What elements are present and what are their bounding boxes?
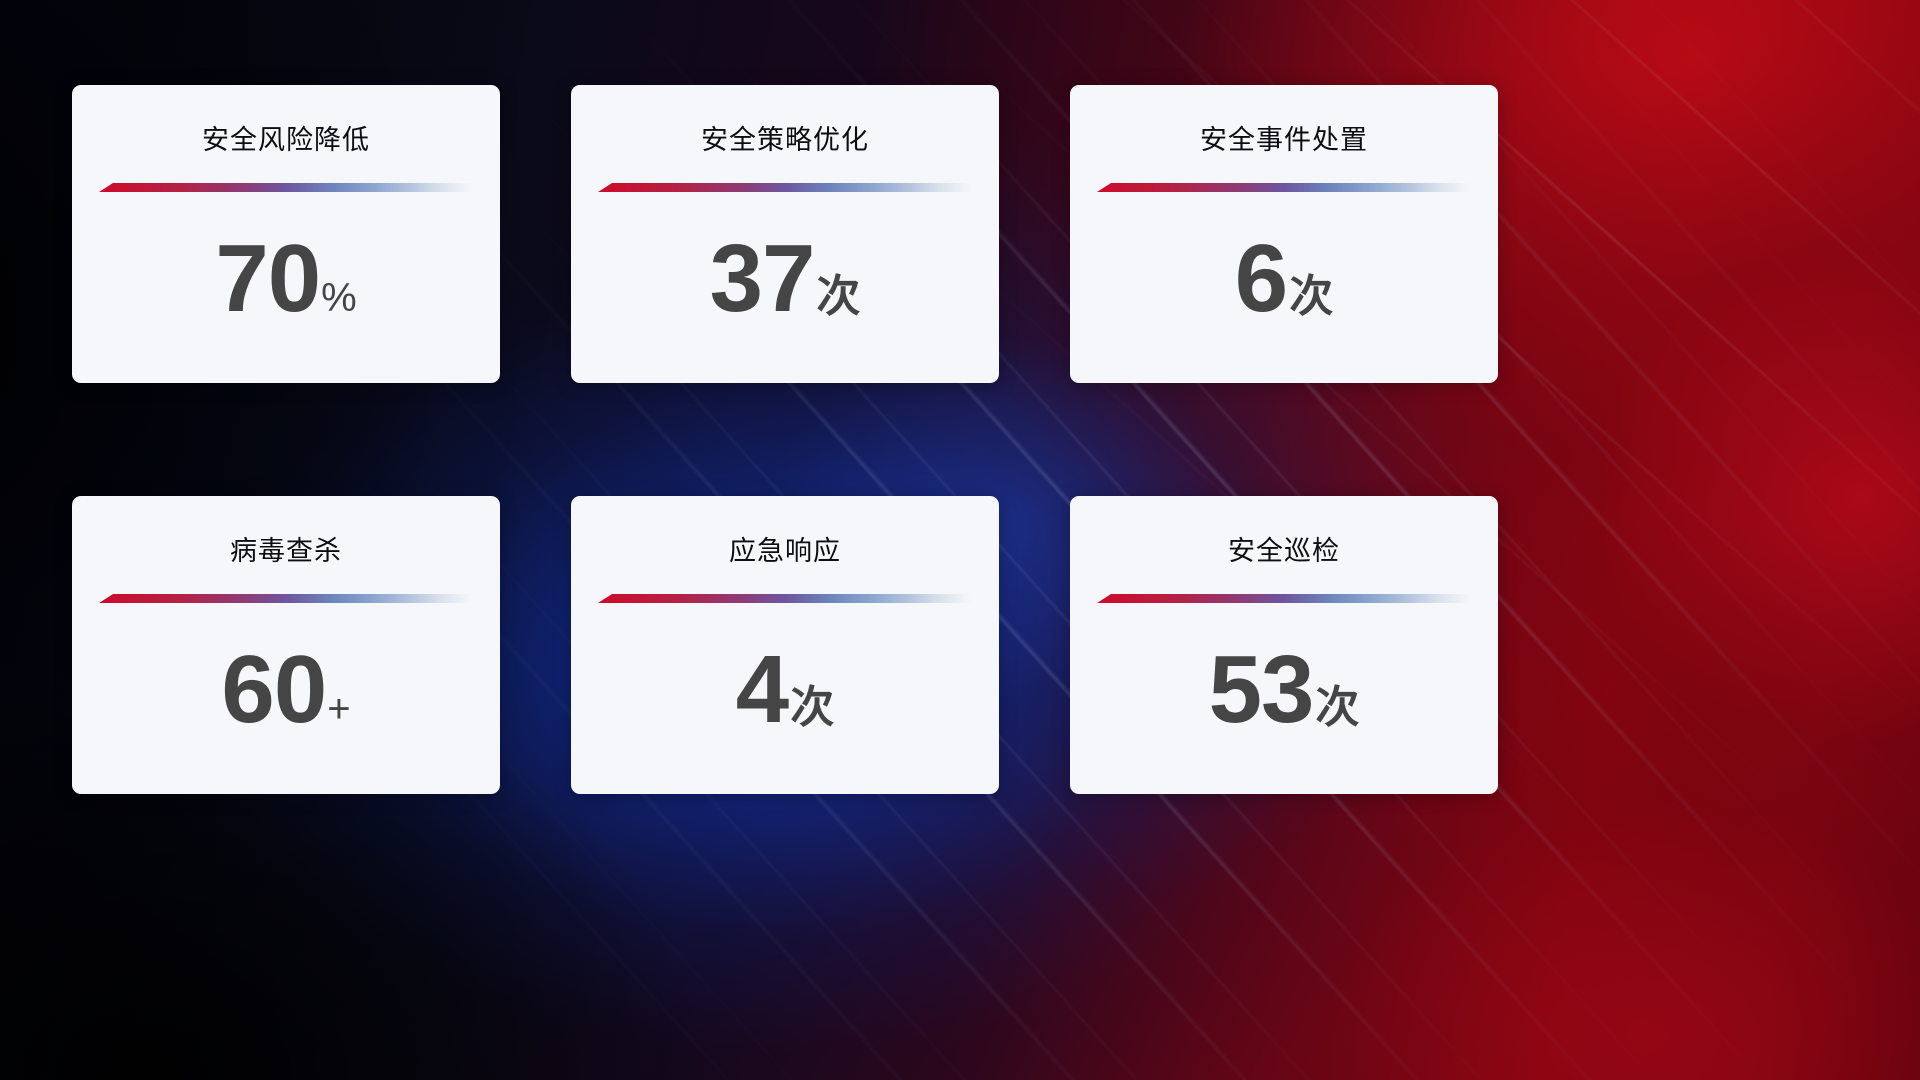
metric-card[interactable]: 安全策略优化 37 次 (571, 85, 999, 383)
metric-value: 53 (1208, 636, 1315, 743)
metric-suffix: 次 (1289, 272, 1334, 321)
metric-divider (598, 594, 972, 603)
metric-value-row: 4 次 (736, 642, 834, 738)
metric-title: 安全事件处置 (1200, 125, 1368, 155)
metric-card[interactable]: 安全事件处置 6 次 (1070, 85, 1498, 383)
metric-value-row: 53 次 (1209, 642, 1360, 738)
metric-divider (1097, 183, 1471, 192)
metric-divider (1097, 594, 1471, 603)
metric-title: 应急响应 (729, 536, 841, 566)
metric-value: 70 (215, 225, 321, 332)
metric-suffix: % (321, 276, 357, 320)
metric-suffix: 次 (790, 683, 835, 732)
metric-divider (598, 183, 972, 192)
metric-value: 37 (709, 225, 816, 332)
metric-suffix: 次 (816, 272, 861, 321)
metric-divider (99, 183, 473, 192)
metric-value-row: 37 次 (710, 231, 861, 327)
metric-suffix: 次 (1315, 683, 1360, 732)
metric-divider (99, 594, 473, 603)
metric-value-row: 60 + (221, 642, 350, 738)
metric-card[interactable]: 安全风险降低 70 % (72, 85, 500, 383)
metric-card[interactable]: 安全巡检 53 次 (1070, 496, 1498, 794)
metric-card[interactable]: 病毒查杀 60 + (72, 496, 500, 794)
metric-title: 安全风险降低 (202, 125, 370, 155)
metric-title: 安全策略优化 (701, 125, 869, 155)
metric-title: 病毒查杀 (230, 536, 342, 566)
metric-value: 60 (221, 636, 327, 743)
metric-title: 安全巡检 (1228, 536, 1340, 566)
metric-value-row: 6 次 (1235, 231, 1333, 327)
metric-value: 4 (735, 636, 789, 743)
metric-card-grid: 安全风险降低 70 % 安全策略优化 37 次 安全事件处置 6 次 病毒查 (72, 85, 1498, 794)
metric-suffix: + (327, 687, 351, 731)
metric-value: 6 (1234, 225, 1288, 332)
metric-value-row: 70 % (215, 231, 356, 327)
metric-card[interactable]: 应急响应 4 次 (571, 496, 999, 794)
